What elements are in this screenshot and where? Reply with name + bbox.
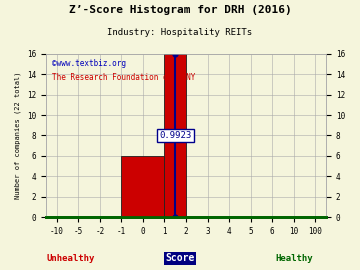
- Bar: [165, 54, 186, 217]
- Text: Unhealthy: Unhealthy: [47, 254, 95, 263]
- Text: Score: Score: [165, 253, 195, 263]
- Y-axis label: Number of companies (22 total): Number of companies (22 total): [15, 72, 22, 199]
- Text: 0.9923: 0.9923: [159, 131, 192, 140]
- Text: Healthy: Healthy: [275, 254, 313, 263]
- Text: ©www.textbiz.org: ©www.textbiz.org: [51, 59, 126, 68]
- Bar: [121, 156, 165, 217]
- Text: Z’-Score Histogram for DRH (2016): Z’-Score Histogram for DRH (2016): [69, 5, 291, 15]
- Text: Industry: Hospitality REITs: Industry: Hospitality REITs: [107, 28, 253, 37]
- Text: The Research Foundation of SUNY: The Research Foundation of SUNY: [51, 73, 195, 82]
